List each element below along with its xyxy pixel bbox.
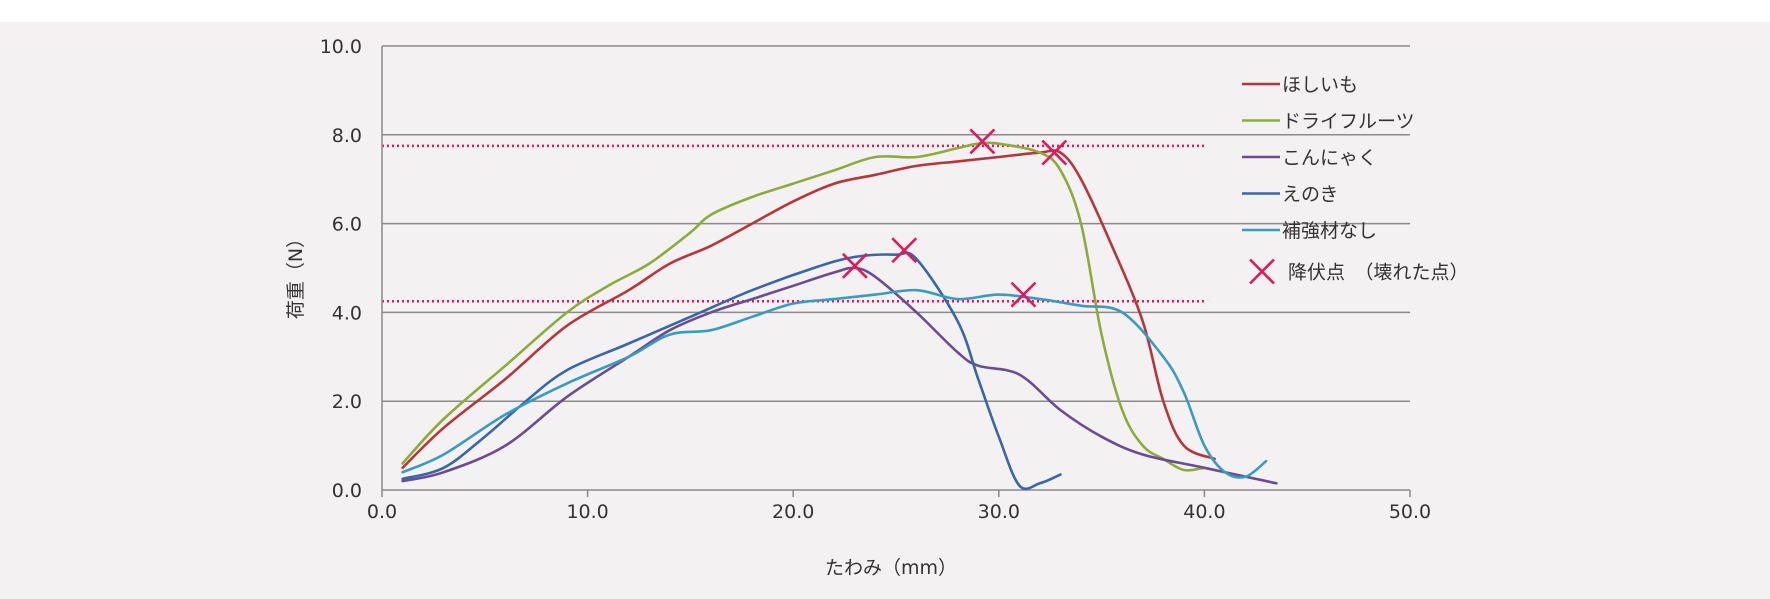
x-tick-label: 10.0 xyxy=(566,501,608,523)
legend-label: 補強材なし xyxy=(1282,220,1377,242)
cross-stroke xyxy=(1041,139,1068,166)
x-tick-label: 20.0 xyxy=(772,501,814,523)
gridlines xyxy=(382,45,1410,402)
axes: 0.0 2.0 4.0 6.0 8.0 10.0 0.0 10.0 20.0 30.0 40.0 50… xyxy=(320,36,1431,523)
series-lines xyxy=(401,141,1278,491)
chart-panel: 0.0 2.0 4.0 6.0 8.0 10.0 0.0 10.0 20.0 30.0 40.0 50… xyxy=(0,22,1770,599)
series-line-5 xyxy=(401,288,1268,479)
y-tick-label: 10.0 xyxy=(320,36,362,58)
yield-marker xyxy=(969,128,996,155)
y-tick-label: 0.0 xyxy=(332,480,362,502)
legend-label: ほしいも xyxy=(1282,74,1358,96)
legend-label: こんにゃく xyxy=(1282,147,1377,169)
yield-marker xyxy=(1041,139,1068,166)
series-line-1 xyxy=(401,149,1216,470)
cross-stroke xyxy=(841,252,868,279)
reference-lines xyxy=(382,144,1205,303)
y-axis-title: 荷重（N） xyxy=(285,229,307,319)
yield-marker xyxy=(841,252,868,279)
y-tick-label: 4.0 xyxy=(332,302,362,324)
series-line-2 xyxy=(401,141,1206,472)
y-tick-label: 8.0 xyxy=(332,125,362,147)
x-tick-label: 40.0 xyxy=(1183,501,1225,523)
yield-marker xyxy=(891,237,918,264)
legend-yield-marker xyxy=(1249,258,1275,285)
line-chart: 0.0 2.0 4.0 6.0 8.0 10.0 0.0 10.0 20.0 30.0 40.0 50… xyxy=(285,36,1469,579)
cross-stroke xyxy=(1010,281,1037,308)
yield-markers xyxy=(841,128,1068,308)
legend-label: ドライフルーツ xyxy=(1282,111,1415,133)
yield-marker xyxy=(1010,281,1037,308)
cross-stroke xyxy=(969,128,996,155)
x-tick-label: 50.0 xyxy=(1389,501,1431,523)
y-tick-label: 6.0 xyxy=(332,214,362,236)
x-tick-label: 30.0 xyxy=(978,501,1020,523)
legend-label: 降伏点 （壊れた点） xyxy=(1288,262,1469,284)
series-line-3 xyxy=(401,266,1278,485)
y-tick-label: 2.0 xyxy=(332,391,362,413)
x-tick-label: 0.0 xyxy=(367,501,397,523)
cross-stroke xyxy=(1249,258,1275,285)
legend-label: えのき xyxy=(1282,184,1338,206)
cross-stroke xyxy=(891,237,918,264)
x-axis-title: たわみ（mm） xyxy=(825,557,957,579)
series-line-4 xyxy=(401,251,1062,491)
